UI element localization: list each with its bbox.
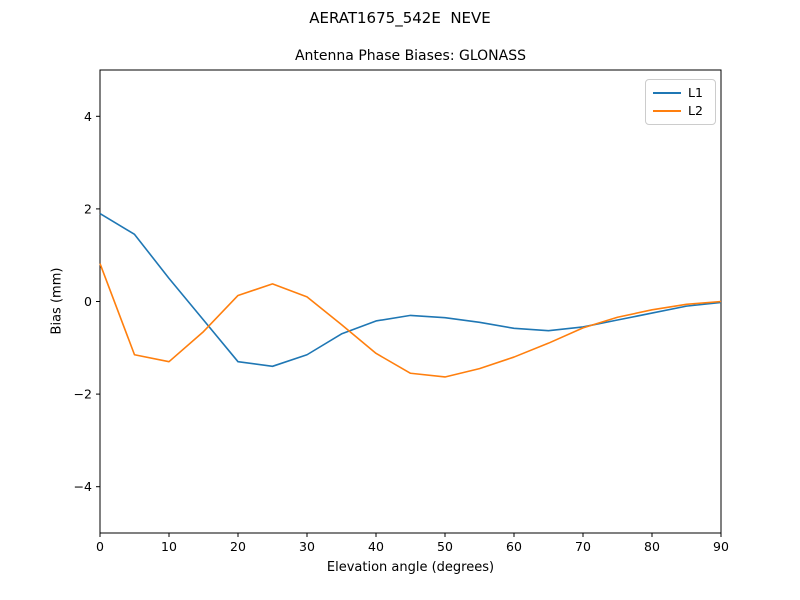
y-tick-label: −2	[74, 387, 92, 402]
x-tick-label: 20	[230, 539, 246, 554]
legend-line-sample-l1	[653, 92, 681, 95]
y-axis-label: Bias (mm)	[49, 267, 65, 335]
series-line-l2	[99, 263, 722, 378]
legend-line-sample-l2	[653, 109, 681, 112]
x-tick-label: 80	[644, 539, 660, 554]
y-tick-label: −4	[74, 479, 92, 494]
x-tick-label: 60	[506, 539, 522, 554]
x-tick-label: 30	[299, 539, 315, 554]
legend-item-l2: L2	[653, 102, 709, 118]
legend-label-l2: L2	[688, 102, 703, 118]
x-tick-label: 90	[713, 539, 729, 554]
x-axis-label: Elevation angle (degrees)	[326, 560, 495, 575]
axes-title: Antenna Phase Biases: GLONASS	[294, 48, 526, 64]
x-tick-label: 0	[96, 539, 104, 554]
x-tick-label: 70	[575, 539, 591, 554]
y-tick-label: 2	[84, 201, 92, 216]
y-tick-label: 4	[84, 109, 92, 124]
y-tick-label: 0	[84, 294, 92, 309]
x-tick-label: 10	[161, 539, 177, 554]
legend: L1 L2	[645, 79, 716, 125]
legend-label-l1: L1	[688, 85, 703, 100]
series-line-l1	[99, 212, 722, 368]
figure-title: AERAT1675_542E NEVE	[309, 9, 491, 27]
axes-spines	[99, 69, 722, 534]
x-tick-label: 50	[437, 539, 453, 554]
legend-item-l1: L1	[653, 85, 709, 100]
x-tick-label: 40	[368, 539, 384, 554]
